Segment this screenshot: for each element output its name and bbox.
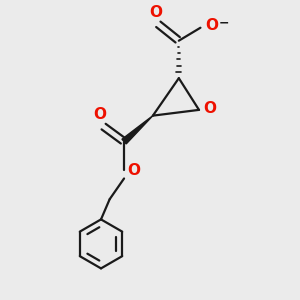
- Text: O: O: [205, 18, 218, 33]
- Text: O: O: [93, 107, 106, 122]
- Text: O: O: [128, 163, 140, 178]
- Polygon shape: [122, 116, 153, 144]
- Text: O: O: [149, 5, 162, 20]
- Text: −: −: [218, 16, 229, 29]
- Text: O: O: [203, 101, 216, 116]
